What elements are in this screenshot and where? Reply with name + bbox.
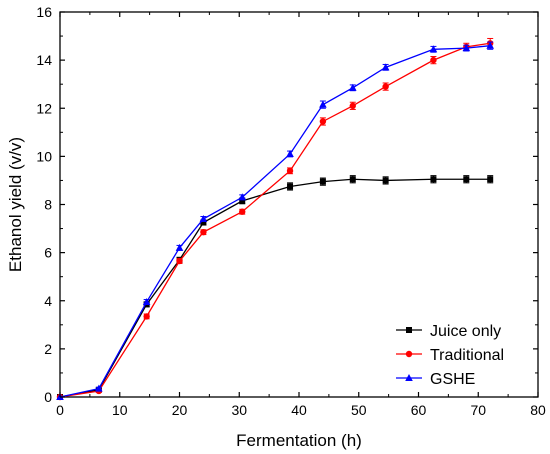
y-tick-label: 16: [36, 4, 52, 20]
data-point-gshe: [319, 101, 327, 108]
data-point-traditional: [320, 118, 326, 124]
y-tick-label: 6: [44, 245, 52, 261]
legend-label: GSHE: [430, 371, 475, 388]
legend-marker: [406, 351, 412, 357]
legend-item-juice-only: Juice only: [396, 323, 501, 340]
y-axis-title: Ethanol yield (v/v): [6, 137, 25, 272]
legend-item-gshe: GSHE: [396, 371, 475, 388]
y-tick-label: 12: [36, 100, 52, 116]
x-tick-label: 70: [470, 402, 486, 418]
y-tick-label: 0: [44, 389, 52, 405]
series-line-juice-only: [60, 179, 490, 397]
data-point-traditional: [239, 209, 245, 215]
data-point-juice-only: [320, 179, 326, 185]
x-tick-label: 10: [112, 402, 128, 418]
x-tick-label: 20: [172, 402, 188, 418]
legend-label: Juice only: [430, 323, 501, 340]
data-point-traditional: [200, 229, 206, 235]
plot-series: [56, 38, 494, 400]
y-tick-label: 2: [44, 341, 52, 357]
y-tick-label: 8: [44, 197, 52, 213]
legend: Juice only Traditional GSHE: [396, 323, 504, 388]
data-point-juice-only: [463, 176, 469, 182]
data-point-traditional: [287, 168, 293, 174]
data-point-juice-only: [487, 176, 493, 182]
series-gshe: [56, 42, 494, 400]
legend-item-traditional: Traditional: [396, 347, 504, 364]
x-tick-label: 60: [411, 402, 427, 418]
x-tick-label: 50: [351, 402, 367, 418]
data-point-juice-only: [350, 176, 356, 182]
y-tick-label: 4: [44, 293, 52, 309]
data-point-juice-only: [287, 183, 293, 189]
x-tick-label: 80: [530, 402, 546, 418]
legend-marker: [406, 327, 412, 333]
x-axis-title: Fermentation (h): [236, 431, 362, 450]
x-tick-label: 0: [56, 402, 64, 418]
data-point-traditional: [350, 103, 356, 109]
x-tick-label: 40: [291, 402, 307, 418]
data-point-traditional: [176, 258, 182, 264]
data-point-traditional: [430, 57, 436, 63]
data-point-traditional: [143, 313, 149, 319]
y-tick-label: 10: [36, 148, 52, 164]
x-tick-label: 30: [231, 402, 247, 418]
series-juice-only: [57, 176, 493, 400]
legend-label: Traditional: [430, 347, 504, 364]
data-point-juice-only: [383, 177, 389, 183]
data-point-gshe: [200, 215, 208, 222]
data-point-traditional: [382, 83, 388, 89]
data-point-juice-only: [430, 176, 436, 182]
y-tick-label: 14: [36, 52, 52, 68]
